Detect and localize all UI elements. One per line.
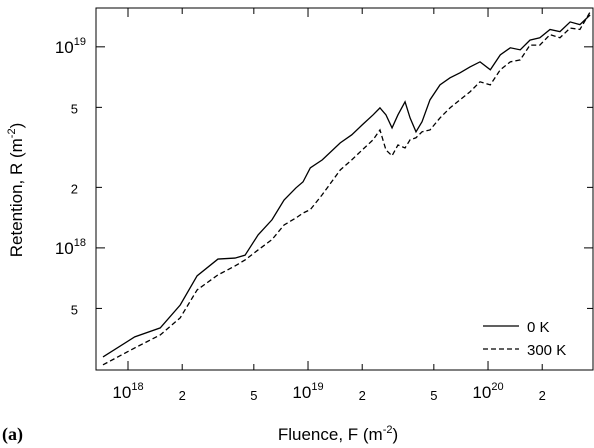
x-axis-title: Fluence, F (m-2) xyxy=(278,424,398,444)
x-tick-label-exp: 19 xyxy=(311,381,323,393)
x-tick-label: 2 xyxy=(539,388,546,403)
x-axis-title-text: Fluence, F (m xyxy=(278,425,383,444)
y-tick-label-base: 5 xyxy=(71,302,78,317)
x-tick-label-base: 10 xyxy=(472,383,491,402)
x-axis-title-tail: ) xyxy=(392,425,398,444)
x-tick-label: 5 xyxy=(430,388,437,403)
y-tick-label: 1019 xyxy=(55,36,86,57)
series-line xyxy=(102,14,591,358)
x-axis-title-sup: -2 xyxy=(383,424,393,436)
y-axis-title-tail: ) xyxy=(7,123,26,129)
y-axis-title: Retention, R (m-2) xyxy=(6,123,26,258)
y-tick-label-exp: 19 xyxy=(74,36,86,48)
y-axis-title-text: Retention, R (m xyxy=(7,138,26,257)
y-tick-label-base: 5 xyxy=(71,101,78,116)
legend-label: 300 K xyxy=(527,342,566,359)
x-tick-label: 1019 xyxy=(292,381,323,402)
series-line xyxy=(102,11,591,366)
x-tick-label-base: 10 xyxy=(112,383,131,402)
y-tick-label: 5 xyxy=(71,101,78,116)
x-tick-label: 2 xyxy=(359,388,366,403)
x-tick-label-base: 2 xyxy=(539,388,546,403)
x-tick-label: 1020 xyxy=(472,381,503,402)
x-tick-label: 5 xyxy=(250,388,257,403)
y-tick-label-base: 10 xyxy=(55,239,74,258)
x-tick-label-exp: 18 xyxy=(131,381,143,393)
legend-label: 0 K xyxy=(527,319,550,336)
y-tick-label-exp: 18 xyxy=(74,237,86,249)
panel-label: (a) xyxy=(2,424,23,445)
x-tick-label-base: 10 xyxy=(292,383,311,402)
x-tick-label: 1018 xyxy=(112,381,143,402)
y-tick-label: 5 xyxy=(71,302,78,317)
y-axis-title-sup: -2 xyxy=(6,128,18,138)
x-tick-label-base: 5 xyxy=(430,388,437,403)
y-tick-label: 2 xyxy=(71,181,78,196)
y-tick-label: 1018 xyxy=(55,237,86,258)
x-tick-label-base: 5 xyxy=(250,388,257,403)
x-tick-label: 2 xyxy=(179,388,186,403)
x-tick-label-base: 2 xyxy=(359,388,366,403)
x-tick-label-exp: 20 xyxy=(491,381,503,393)
y-tick-label-base: 2 xyxy=(71,181,78,196)
y-tick-label-base: 10 xyxy=(55,38,74,57)
x-tick-label-base: 2 xyxy=(179,388,186,403)
plot-frame xyxy=(95,7,594,371)
